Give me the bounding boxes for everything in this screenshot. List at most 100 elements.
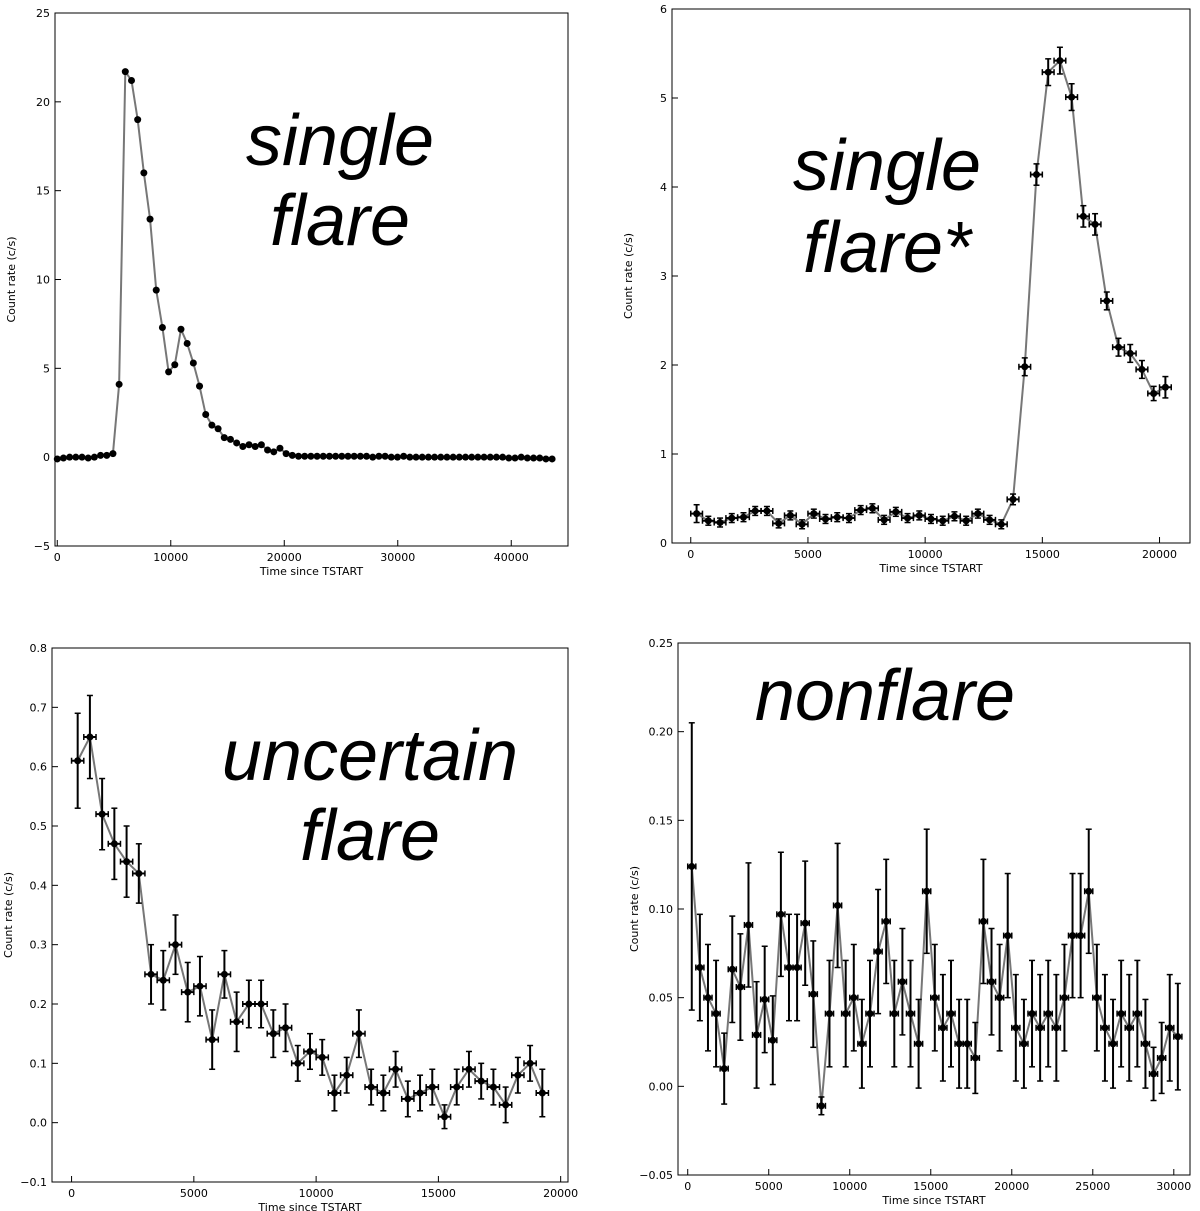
marker [171, 941, 179, 949]
panel: −0.1 0.0 0.1 0.2 0.3 0.4 0.5 0.6 0.7 0.8 0 5000 1000… [2, 642, 578, 1211]
marker [387, 453, 395, 461]
marker [424, 453, 432, 461]
x-tick-label: 5000 [794, 548, 822, 561]
marker [736, 983, 744, 991]
marker [1103, 297, 1111, 305]
marker [177, 325, 185, 333]
marker [986, 516, 994, 524]
axes-frame [54, 12, 569, 547]
marker [866, 1010, 874, 1018]
marker [441, 1113, 449, 1121]
marker [264, 446, 272, 454]
marker [1021, 363, 1029, 371]
marker [890, 1010, 898, 1018]
marker [785, 964, 793, 972]
marker [833, 513, 841, 521]
marker [134, 116, 142, 124]
marker [239, 443, 247, 451]
y-axis-label: Count rate (c/s) [622, 233, 635, 319]
marker [858, 1040, 866, 1048]
marker [110, 840, 118, 848]
marker [146, 215, 154, 223]
marker [115, 380, 123, 388]
marker [393, 453, 401, 461]
marker [904, 514, 912, 522]
marker [233, 439, 241, 447]
marker [1079, 212, 1087, 220]
marker [418, 453, 426, 461]
marker [834, 901, 842, 909]
x-axis-label: Time since TSTART [878, 562, 982, 575]
marker [443, 453, 451, 461]
marker [477, 1077, 485, 1085]
annotation: nonflare [755, 656, 1015, 736]
y-tick-label: 0.6 [30, 761, 48, 774]
marker [486, 453, 494, 461]
x-tick-label: 0 [54, 551, 61, 564]
marker [492, 453, 500, 461]
x-tick-label: 15000 [421, 1187, 456, 1200]
marker [343, 1071, 351, 1079]
marker [245, 1000, 253, 1008]
y-tick-label: 15 [36, 185, 50, 198]
marker [165, 368, 173, 376]
marker [72, 453, 80, 461]
marker [294, 1059, 302, 1067]
panel: 0 1 2 3 4 5 6 0 5000 10000 15000 20000 Time since TS… [622, 3, 1191, 575]
marker [59, 454, 67, 462]
marker [127, 77, 135, 85]
panel: −0.05 0.00 0.05 0.10 0.15 0.20 0.25 0 5000 10000 1… [628, 637, 1191, 1207]
y-tick-label: 0.10 [649, 903, 674, 916]
marker [548, 455, 556, 463]
marker [526, 1059, 534, 1067]
x-tick-label: 15000 [1025, 548, 1060, 561]
marker [502, 1101, 510, 1109]
marker [66, 453, 74, 461]
marker [1069, 932, 1077, 940]
marker [282, 1024, 290, 1032]
marker [777, 910, 785, 918]
marker [963, 1040, 971, 1048]
marker [523, 454, 531, 462]
marker [1101, 1024, 1109, 1032]
x-tick-label: 5000 [755, 1180, 783, 1193]
marker [98, 810, 106, 818]
marker [763, 507, 771, 515]
marker [716, 519, 724, 527]
marker [739, 513, 747, 521]
x-tick-label: 0 [687, 548, 694, 561]
marker [251, 443, 259, 451]
marker [1093, 994, 1101, 1002]
marker [1036, 1024, 1044, 1032]
marker [270, 448, 278, 456]
y-tick-label: 0.4 [30, 879, 48, 892]
marker [775, 519, 783, 527]
marker [53, 455, 61, 463]
marker [468, 453, 476, 461]
marker [78, 453, 86, 461]
marker [338, 452, 346, 460]
y-tick-label: 0.1 [30, 1057, 48, 1070]
marker [152, 286, 160, 294]
y-tick-label: 0.3 [30, 939, 48, 952]
marker [769, 1036, 777, 1044]
marker [257, 441, 265, 449]
marker [1150, 1070, 1158, 1078]
marker [455, 453, 463, 461]
marker [406, 453, 414, 461]
marker [1158, 1054, 1166, 1062]
x-tick-label: 20000 [267, 551, 302, 564]
marker [704, 517, 712, 525]
marker [786, 511, 794, 519]
marker [514, 1071, 522, 1079]
x-tick-label: 10000 [908, 548, 943, 561]
x-tick-label: 20000 [994, 1180, 1029, 1193]
marker [868, 504, 876, 512]
marker [233, 1018, 241, 1026]
x-axis-label: Time since TSTART [881, 1194, 985, 1207]
marker [344, 452, 352, 460]
marker [257, 1000, 265, 1008]
x-tick-label: 10000 [153, 551, 188, 564]
annotation: single [246, 101, 434, 181]
